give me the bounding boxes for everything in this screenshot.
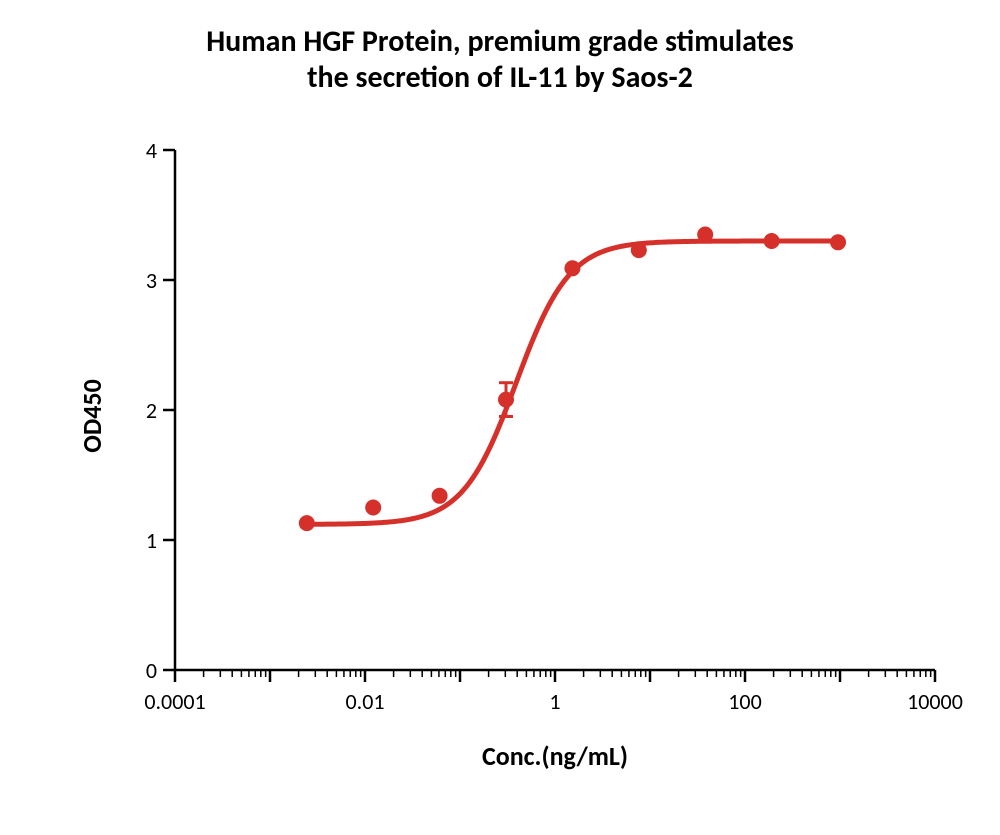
x-tick-label: 100 (700, 688, 790, 715)
y-tick-label: 4 (146, 137, 157, 164)
y-tick-label: 1 (146, 527, 157, 554)
x-tick-label: 0.0001 (130, 688, 220, 715)
y-tick-label: 2 (146, 397, 157, 424)
x-tick-label: 10000 (890, 688, 980, 715)
x-tick-label: 1 (510, 688, 600, 715)
y-tick-label: 3 (146, 267, 157, 294)
x-tick-label: 0.01 (320, 688, 410, 715)
y-tick-label: 0 (146, 657, 157, 684)
chart-container: Human HGF Protein, premium grade stimula… (0, 0, 1000, 835)
